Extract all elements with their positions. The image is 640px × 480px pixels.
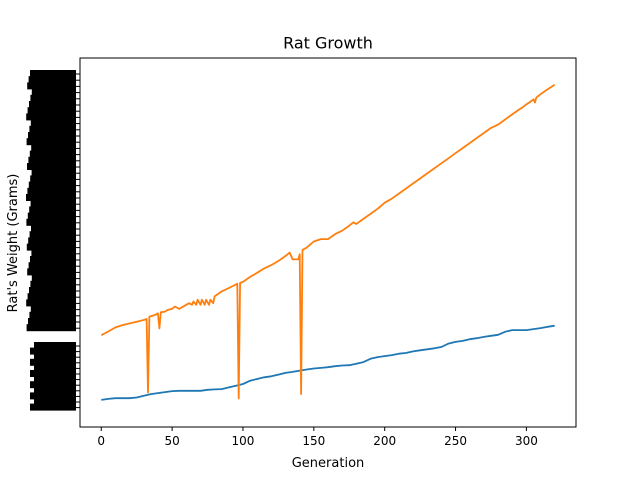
y-tick-glyph <box>29 125 76 133</box>
y-tick-glyph <box>31 274 76 282</box>
y-tick-glyph <box>31 225 76 232</box>
y-tick-glyph <box>30 381 76 389</box>
y-tick-glyph <box>30 175 76 183</box>
y-tick-glyph <box>26 138 77 146</box>
y-tick-glyph <box>34 364 76 372</box>
y-tick-glyph <box>29 101 76 108</box>
y-tick-glyph <box>31 169 77 177</box>
y-tick-glyph <box>26 324 77 332</box>
y-tick-glyph <box>30 392 76 400</box>
x-tick-label: 100 <box>232 434 255 448</box>
plot-frame <box>79 57 577 428</box>
y-tick-glyph <box>34 398 76 405</box>
y-tick-glyph <box>26 243 76 251</box>
y-tick-glyph <box>28 156 76 164</box>
x-tick-label: 300 <box>515 434 538 448</box>
y-tick-glyph <box>27 293 77 301</box>
y-tick-glyph <box>30 119 76 127</box>
y-tick-glyph <box>29 311 76 319</box>
y-tick-glyph <box>30 403 76 411</box>
x-tick-label: 200 <box>373 434 396 448</box>
y-tick-glyph <box>34 353 76 361</box>
y-tick-glyph <box>28 318 76 325</box>
series-line-0 <box>101 324 555 401</box>
y-tick-glyph <box>31 249 76 257</box>
chart-title: Rat Growth <box>283 34 373 53</box>
y-tick-glyph <box>27 82 76 90</box>
y-tick-glyph <box>28 181 76 189</box>
y-tick-glyph <box>34 375 76 383</box>
y-tick-glyph <box>30 94 76 102</box>
x-tick-label: 0 <box>97 434 105 448</box>
y-tick-glyph <box>30 256 76 263</box>
y-tick-glyph <box>34 386 76 394</box>
y-tick-glyph <box>29 206 76 214</box>
y-tick-glyph <box>30 280 76 288</box>
x-axis-label: Generation <box>292 456 365 471</box>
y-tick-glyph <box>31 144 76 152</box>
y-tick-glyph <box>26 194 76 201</box>
y-tick-glyph <box>27 163 76 170</box>
y-tick-glyph <box>27 107 77 115</box>
y-tick-glyph <box>30 70 76 77</box>
x-tick-label: 150 <box>302 434 325 448</box>
y-tick-glyph <box>28 262 77 270</box>
y-tick-glyph <box>28 132 76 139</box>
y-tick-glyph <box>30 305 76 313</box>
y-tick-glyph <box>29 287 76 294</box>
y-tick-glyph <box>27 187 76 195</box>
y-tick-glyph <box>30 370 76 377</box>
y-axis-label: Rat's Weight (Grams) <box>6 174 21 313</box>
series-line-1 <box>100 84 556 400</box>
series-layer <box>100 84 556 401</box>
y-tick-glyph <box>30 358 76 366</box>
y-tick-glyph <box>28 76 77 84</box>
y-tick-labels <box>26 70 80 411</box>
y-tick-glyph <box>27 268 76 276</box>
y-tick-glyph <box>34 342 76 349</box>
y-tick-glyph <box>26 299 76 307</box>
y-tick-glyph <box>26 218 76 226</box>
y-tick-glyph <box>28 237 76 245</box>
y-tick-glyph <box>26 113 76 121</box>
y-tick-glyph <box>31 88 76 96</box>
y-tick-glyph <box>27 212 76 220</box>
x-tick-label: 250 <box>444 434 467 448</box>
y-tick-glyph <box>30 347 76 355</box>
y-tick-glyph <box>29 231 77 239</box>
x-tick-label: 50 <box>164 434 179 448</box>
y-tick-glyph <box>30 200 77 208</box>
y-tick-glyph <box>29 150 76 158</box>
x-axis-ticks: 0 50 100 150 200 250 300 <box>97 427 538 448</box>
